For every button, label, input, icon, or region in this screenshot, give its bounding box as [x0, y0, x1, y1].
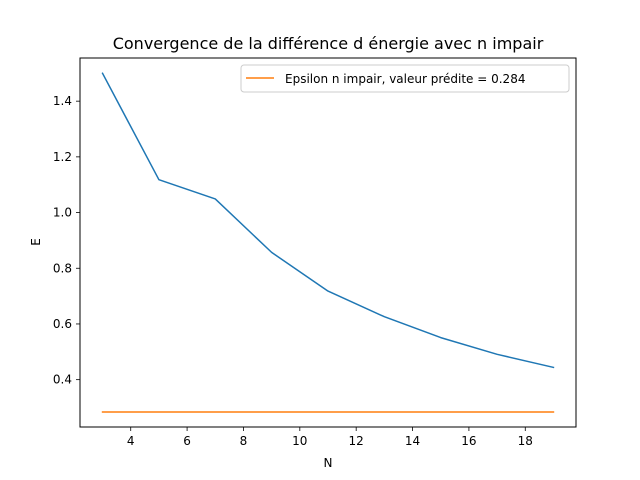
x-tick-label: 14	[405, 434, 420, 448]
x-axis-label: N	[324, 456, 333, 470]
series-line-energy-difference	[101, 72, 555, 369]
y-tick-label: 1.2	[53, 150, 72, 164]
series-layer	[101, 72, 555, 413]
y-axis-label: E	[29, 238, 43, 246]
y-tick-label: 0.8	[53, 261, 72, 275]
y-tick-label: 1.0	[53, 206, 72, 220]
x-tick-label: 8	[240, 434, 248, 448]
x-tick-label: 18	[518, 434, 533, 448]
x-axis: 4 6 8 10 12 14 16 18	[127, 427, 533, 448]
x-tick-label: 12	[349, 434, 364, 448]
y-tick-label: 0.4	[53, 373, 72, 387]
x-tick-label: 6	[183, 434, 191, 448]
x-tick-label: 10	[292, 434, 307, 448]
y-axis: 0.4 0.6 0.8 1.0 1.2 1.4	[53, 94, 80, 387]
legend: Epsilon n impair, valeur prédite = 0.284	[240, 64, 570, 93]
legend-label-epsilon: Epsilon n impair, valeur prédite = 0.284	[285, 72, 525, 86]
y-tick-label: 0.6	[53, 317, 72, 331]
legend-box	[240, 64, 570, 93]
chart-title: Convergence de la différence d énergie a…	[113, 34, 544, 53]
axes-frame	[79, 57, 577, 428]
y-tick-label: 1.4	[53, 94, 72, 108]
x-tick-label: 4	[127, 434, 135, 448]
x-tick-label: 16	[461, 434, 476, 448]
